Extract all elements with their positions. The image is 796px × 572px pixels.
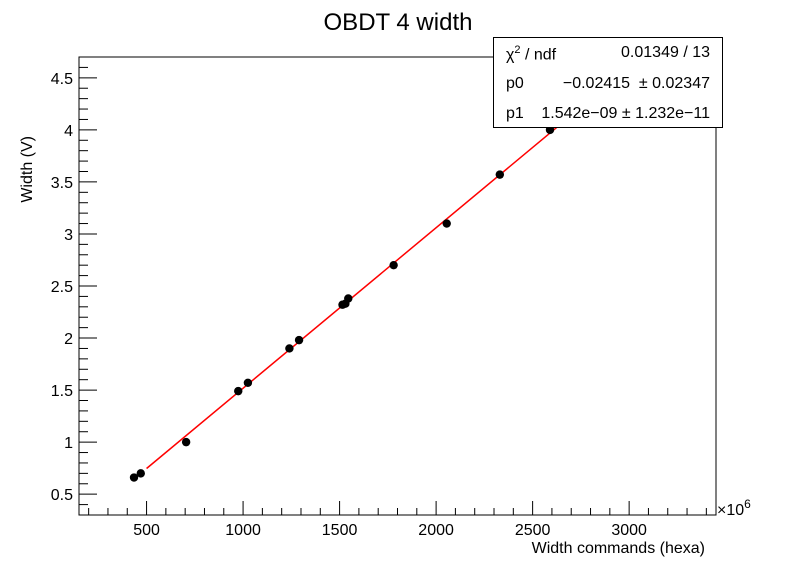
y-tick-label: 0.5	[51, 487, 73, 504]
data-point	[389, 260, 398, 270]
y-tick-label: 2.5	[51, 279, 73, 296]
y-tick-label: 3.5	[51, 175, 73, 192]
x-tick-label: 500	[133, 522, 160, 539]
y-axis: 0.5 1 1.5 2 2.5 3 3.5 4 4.5	[51, 56, 97, 516]
fit-line	[146, 114, 572, 470]
stats-p1-label: p1	[506, 105, 524, 122]
fit-stats-box: χ2 / ndf 0.01349 / 13 p0 −0.02415 ± 0.02…	[493, 37, 723, 128]
y-tick-label: 4.5	[51, 71, 73, 88]
stats-chi2-sup: 2	[514, 44, 521, 56]
stats-p0-value: −0.02415 ± 0.02347	[562, 75, 710, 92]
data-point	[136, 469, 145, 478]
x-tick-label: 1000	[225, 522, 261, 539]
stats-chi2-label: χ	[506, 46, 515, 64]
x-tick-label: 2500	[515, 522, 551, 539]
data-point	[344, 294, 353, 303]
data-point	[285, 344, 294, 353]
x-tick-label: 1500	[322, 522, 358, 539]
data-point	[181, 437, 191, 447]
data-point	[294, 335, 304, 345]
stats-p0-label: p0	[506, 75, 524, 92]
stats-p1-value: 1.542e−09 ± 1.232e−11	[541, 105, 710, 122]
y-tick-label: 3	[64, 227, 73, 244]
data-points	[129, 125, 555, 482]
stats-row-p0: p0 −0.02415 ± 0.02347	[494, 69, 722, 99]
x-axis: 500 1000 1500 2000 2500 3000	[88, 501, 707, 539]
y-tick-label: 2	[64, 331, 73, 348]
y-tick-label: 1	[64, 435, 73, 452]
data-point	[234, 386, 243, 396]
x-axis-label: Width commands (hexa)	[532, 540, 705, 557]
x-axis-multiplier: ×106	[717, 497, 751, 519]
chart-title: OBDT 4 width	[324, 9, 473, 36]
x-tick-label: 3000	[611, 522, 647, 539]
stats-chi2-label-rest: / ndf	[520, 46, 557, 64]
data-point	[442, 219, 451, 228]
x-tick-label: 2000	[418, 522, 454, 539]
data-point	[495, 170, 505, 179]
stats-row-p1: p1 1.542e−09 ± 1.232e−11	[494, 99, 722, 129]
stats-chi2-value: 0.01349 / 13	[621, 44, 710, 61]
y-tick-label: 4	[64, 123, 73, 140]
data-point	[129, 473, 139, 482]
stats-row-chi2: χ2 / ndf 0.01349 / 13	[494, 38, 722, 68]
data-point	[243, 378, 253, 388]
y-tick-label: 1.5	[51, 383, 73, 400]
fit-line-segment	[146, 114, 572, 470]
y-axis-label: Width (V)	[19, 136, 36, 203]
